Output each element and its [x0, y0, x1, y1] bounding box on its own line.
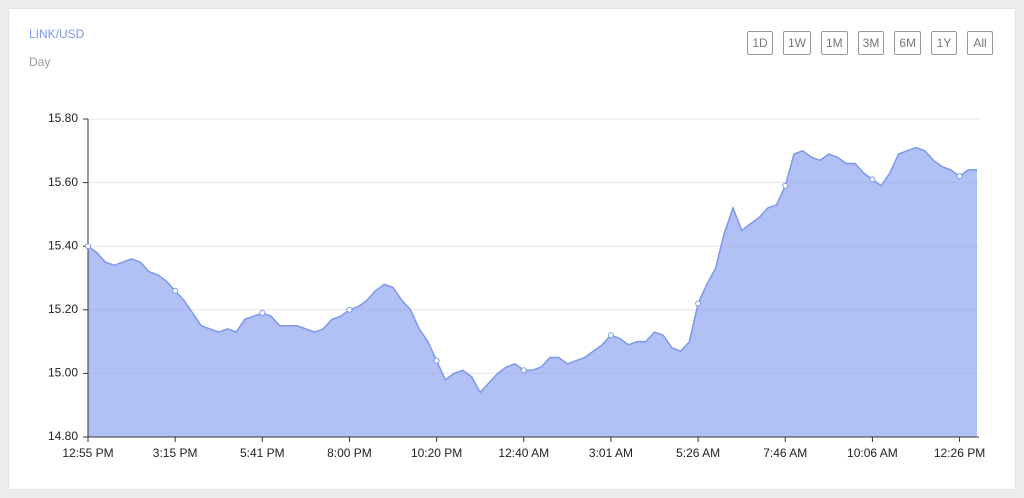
x-tick-label: 12:40 AM [498, 446, 549, 460]
area-line [87, 146, 977, 394]
range-button[interactable]: 1M [820, 31, 848, 55]
x-tick-label: 10:20 PM [411, 446, 462, 460]
x-tick-label: 5:41 PM [240, 446, 285, 460]
point-marker [259, 309, 266, 316]
point-marker [172, 287, 179, 294]
point-marker [520, 367, 527, 374]
range-button[interactable]: 1D [746, 31, 773, 55]
x-tick-label: 12:26 PM [934, 446, 985, 460]
x-tick-label: 7:46 AM [763, 446, 807, 460]
y-tick-label: 15.40 [48, 238, 78, 252]
y-tick-label: 15.60 [48, 175, 78, 189]
point-marker [85, 243, 91, 250]
y-tick-label: 15.00 [48, 366, 78, 380]
range-selector: 1D 1W 1M 3M 6M 1Y All [746, 31, 993, 55]
range-button[interactable]: 1Y [931, 31, 957, 55]
y-tick-label: 15.20 [48, 302, 78, 316]
range-button[interactable]: 6M [894, 31, 921, 55]
x-tick-label: 3:15 PM [153, 446, 198, 460]
point-marker [433, 357, 440, 364]
point-marker [782, 182, 789, 189]
x-tick-label: 8:00 PM [327, 446, 372, 460]
x-tick-label: 10:06 AM [847, 446, 898, 460]
range-button[interactable]: All [967, 31, 993, 55]
x-tick-label: 3:01 AM [589, 446, 633, 460]
y-tick-label: 14.80 [48, 429, 78, 443]
x-tick-label: 5:26 AM [676, 446, 720, 460]
area-fill [88, 147, 977, 437]
point-marker [869, 176, 876, 183]
point-marker [346, 306, 353, 313]
point-marker [956, 173, 963, 180]
chart-subtitle: Day [29, 55, 51, 69]
chart-title: LINK/USD [29, 27, 85, 41]
y-tick-label: 15.80 [48, 111, 78, 125]
range-button[interactable]: 1W [782, 31, 811, 55]
range-button[interactable]: 3M [857, 31, 885, 55]
x-tick-label: 12:55 PM [62, 446, 113, 460]
point-marker [607, 332, 614, 339]
point-marker [695, 300, 702, 307]
